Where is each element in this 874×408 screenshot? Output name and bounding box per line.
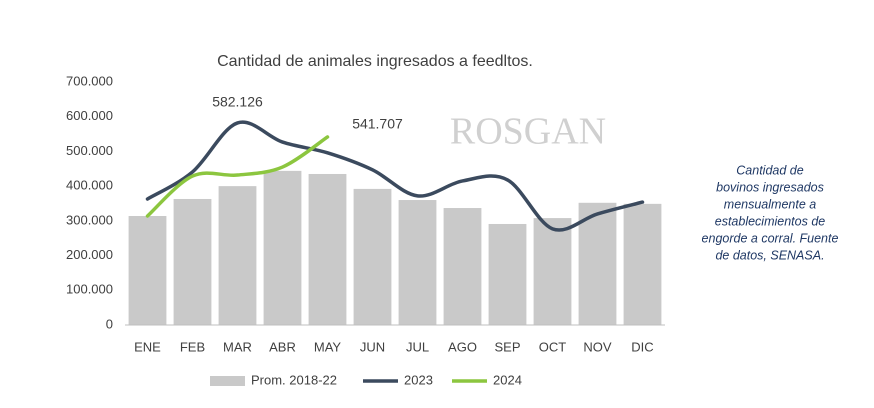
bar bbox=[353, 188, 392, 325]
line bbox=[145, 120, 645, 232]
legend-label: Prom. 2018-22 bbox=[251, 372, 337, 387]
legend-swatch bbox=[210, 376, 245, 386]
y-tick-label: 600.000 bbox=[66, 108, 113, 123]
x-tick-label: JUN bbox=[360, 339, 385, 354]
x-tick-label: FEB bbox=[180, 339, 205, 354]
note: bovinos ingresados bbox=[716, 180, 824, 194]
bar bbox=[443, 208, 482, 325]
note: mensualmente a bbox=[724, 197, 816, 211]
y-tick-label: 200.000 bbox=[66, 247, 113, 262]
x-tick-label: ABR bbox=[269, 339, 296, 354]
bar bbox=[218, 186, 257, 325]
x-tick-label: ENE bbox=[134, 339, 161, 354]
note: engorde a corral. Fuente bbox=[702, 231, 839, 245]
bar bbox=[308, 173, 347, 325]
x-tick-label: DIC bbox=[631, 339, 653, 354]
chart-title: Cantidad de animales ingresados a feedlt… bbox=[217, 53, 533, 70]
bar bbox=[533, 218, 572, 325]
y-tick-label: 700.000 bbox=[66, 73, 113, 88]
legend-label: 2024 bbox=[493, 372, 522, 387]
x-tick-label: NOV bbox=[583, 339, 612, 354]
x-tick-label: AGO bbox=[448, 339, 477, 354]
y-tick-label: 100.000 bbox=[66, 282, 113, 297]
data-label: 541.707 bbox=[352, 116, 403, 132]
y-tick-label: 0 bbox=[106, 316, 113, 331]
bar bbox=[128, 215, 167, 325]
legend-label: 2023 bbox=[404, 372, 433, 387]
y-tick-label: 300.000 bbox=[66, 212, 113, 227]
watermark: ROSGAN bbox=[450, 111, 606, 153]
y-tick-label: 400.000 bbox=[66, 178, 113, 193]
note: de datos, SENASA. bbox=[715, 248, 824, 262]
x-tick-label: MAR bbox=[223, 339, 252, 354]
bar bbox=[263, 170, 302, 325]
x-tick-label: JUL bbox=[406, 339, 429, 354]
note: Cantidad de bbox=[736, 163, 803, 177]
bar bbox=[173, 198, 212, 325]
bar bbox=[398, 200, 437, 325]
line bbox=[145, 135, 330, 218]
x-tick-label: OCT bbox=[539, 339, 567, 354]
x-tick-label: MAY bbox=[314, 339, 342, 354]
x-tick-label: SEP bbox=[494, 339, 520, 354]
bar bbox=[578, 202, 617, 325]
bar bbox=[488, 223, 527, 325]
y-tick-label: 500.000 bbox=[66, 143, 113, 158]
data-label: 582.126 bbox=[212, 94, 263, 110]
note: establecimientos de bbox=[715, 214, 826, 228]
bar bbox=[623, 203, 662, 325]
